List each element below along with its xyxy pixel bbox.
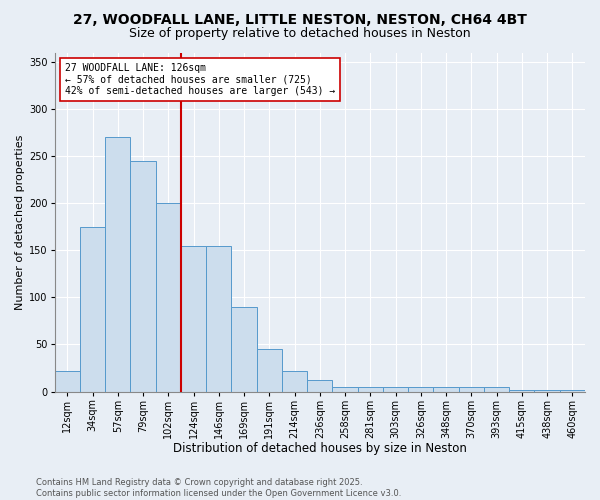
Bar <box>459 387 484 392</box>
Bar <box>105 138 130 392</box>
Text: Contains HM Land Registry data © Crown copyright and database right 2025.
Contai: Contains HM Land Registry data © Crown c… <box>36 478 401 498</box>
Bar <box>307 380 332 392</box>
Bar <box>232 307 257 392</box>
Bar <box>509 390 535 392</box>
Bar <box>130 161 156 392</box>
Bar <box>55 371 80 392</box>
Bar <box>206 246 232 392</box>
Bar <box>433 387 459 392</box>
Bar <box>181 246 206 392</box>
Bar <box>80 226 105 392</box>
Y-axis label: Number of detached properties: Number of detached properties <box>15 134 25 310</box>
Bar <box>484 387 509 392</box>
Bar <box>257 349 282 392</box>
Text: 27 WOODFALL LANE: 126sqm
← 57% of detached houses are smaller (725)
42% of semi-: 27 WOODFALL LANE: 126sqm ← 57% of detach… <box>65 62 335 96</box>
Bar <box>332 387 358 392</box>
Text: 27, WOODFALL LANE, LITTLE NESTON, NESTON, CH64 4BT: 27, WOODFALL LANE, LITTLE NESTON, NESTON… <box>73 12 527 26</box>
Bar <box>535 390 560 392</box>
Bar <box>560 390 585 392</box>
Bar <box>156 203 181 392</box>
Bar <box>408 387 433 392</box>
Bar <box>358 387 383 392</box>
Bar <box>383 387 408 392</box>
Text: Size of property relative to detached houses in Neston: Size of property relative to detached ho… <box>129 28 471 40</box>
X-axis label: Distribution of detached houses by size in Neston: Distribution of detached houses by size … <box>173 442 467 455</box>
Bar <box>282 371 307 392</box>
